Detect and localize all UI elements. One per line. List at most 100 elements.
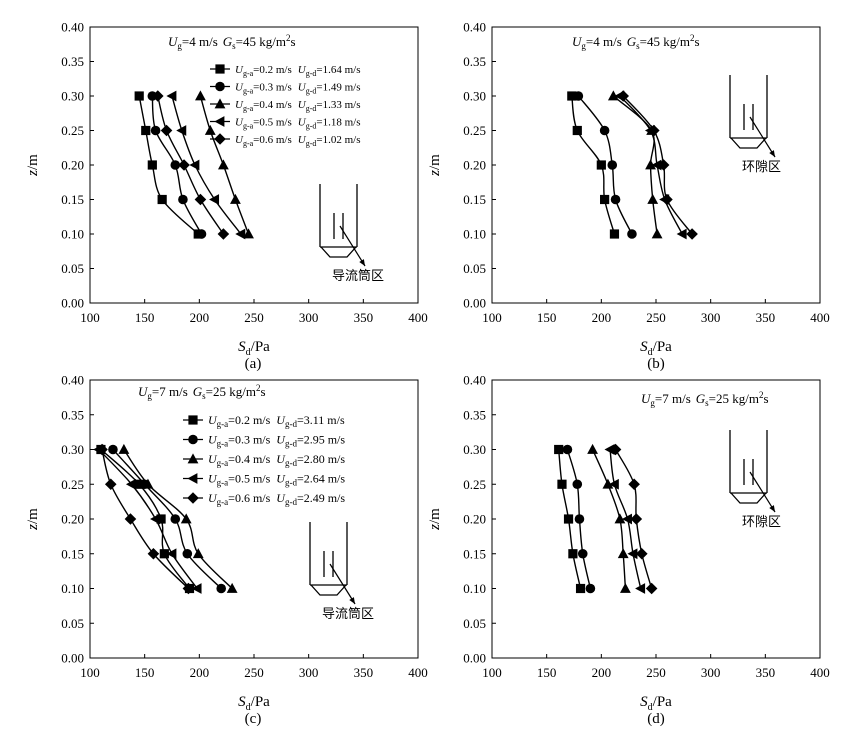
data-point [204, 124, 216, 135]
data-point [150, 513, 160, 525]
data-point [572, 125, 582, 136]
x-axis-label: Sd/Pa [640, 339, 672, 358]
panel-label: (c) [245, 711, 262, 727]
data-point [134, 479, 144, 489]
y-tick-label: 0.35 [463, 407, 486, 422]
data-point [607, 90, 619, 101]
y-tick-label: 0.35 [61, 54, 84, 69]
region-label: 导流筒区 [332, 268, 384, 284]
legend-item: Ug-a=0.6 m/s Ug-d=1.02 m/s [210, 133, 361, 148]
y-tick-label: 0.10 [61, 581, 84, 596]
legend-label: Ug-a=0.3 m/s Ug-d=2.95 m/s [208, 433, 345, 449]
legend-label: Ug-a=0.4 m/s Ug-d=1.33 m/s [235, 99, 361, 113]
x-tick-label: 350 [354, 665, 374, 680]
data-point [602, 478, 614, 489]
y-tick-label: 0.30 [61, 89, 84, 104]
data-point [630, 513, 643, 525]
series-3 [587, 443, 631, 593]
data-point [156, 514, 166, 524]
legend-item: Ug-a=0.2 m/s Ug-d=3.11 m/s [183, 413, 345, 429]
data-point [157, 194, 167, 205]
data-point [645, 582, 658, 595]
legend-item: Ug-a=0.5 m/s Ug-d=2.64 m/s [183, 472, 345, 488]
data-point [600, 194, 610, 205]
data-point [159, 549, 169, 559]
y-axis-label: z/m [25, 508, 41, 531]
data-point [574, 514, 585, 524]
data-point [124, 513, 137, 525]
data-point [178, 159, 190, 171]
data-point [170, 160, 181, 170]
data-point [118, 443, 130, 454]
legend-marker [187, 492, 199, 504]
y-tick-label: 0.25 [61, 477, 84, 492]
x-tick-label: 150 [537, 310, 557, 325]
y-tick-label: 0.40 [463, 373, 486, 388]
arrowhead-icon [769, 150, 775, 157]
reactor-schematic: 环隙区 [729, 430, 781, 530]
panel-label: (a) [245, 356, 262, 372]
data-point [141, 125, 151, 136]
legend-marker [187, 473, 198, 484]
data-point [96, 443, 108, 456]
data-point [217, 159, 229, 170]
data-point [557, 479, 567, 489]
x-tick-label: 150 [537, 665, 557, 680]
series-2 [147, 91, 207, 239]
legend-item: Ug-a=0.4 m/s Ug-d=2.80 m/s [183, 452, 345, 468]
x-tick-label: 300 [299, 310, 319, 325]
x-tick-label: 250 [646, 665, 666, 680]
y-tick-label: 0.25 [61, 123, 84, 138]
y-tick-label: 0.15 [463, 546, 486, 561]
legend-item: Ug-a=0.4 m/s Ug-d=1.33 m/s [210, 98, 361, 113]
y-tick-label: 0.20 [463, 158, 486, 173]
x-tick-label: 400 [408, 310, 428, 325]
y-tick-label: 0.25 [463, 123, 486, 138]
legend-label: Ug-a=0.5 m/s Ug-d=2.64 m/s [208, 472, 345, 488]
data-point [180, 513, 192, 524]
legend-item: Ug-a=0.3 m/s Ug-d=1.49 m/s [210, 82, 361, 96]
y-tick-label: 0.30 [61, 442, 84, 457]
data-point [627, 548, 638, 560]
chart-panel-a: 0.00 0.05 0.10 0.15 0.20 0.25 0.30 0.35 0.40 100 1… [25, 20, 428, 373]
y-tick-label: 0.20 [463, 512, 486, 527]
region-arrow [339, 225, 366, 267]
region-arrow [329, 563, 356, 605]
y-tick-label: 0.15 [463, 192, 486, 207]
data-point [651, 228, 663, 239]
data-point [108, 444, 118, 455]
legend-item: Ug-a=0.3 m/s Ug-d=2.95 m/s [183, 433, 345, 449]
data-point [596, 160, 606, 170]
y-tick-label: 0.05 [61, 261, 84, 276]
series-1 [567, 91, 620, 239]
legend: Ug-a=0.2 m/s Ug-d=3.11 m/s Ug-a=0.3 m/s Ug-… [183, 413, 345, 507]
legend: Ug-a=0.2 m/s Ug-d=1.64 m/s Ug-a=0.3 m/s Ug-… [210, 64, 361, 148]
reactor-schematic: 环隙区 [729, 75, 781, 175]
data-point [648, 124, 660, 137]
data-point [627, 229, 637, 239]
data-point [104, 478, 117, 491]
region-label: 环隙区 [742, 515, 781, 530]
data-point [617, 548, 629, 559]
y-tick-label: 0.15 [61, 546, 84, 561]
y-tick-label: 0.20 [61, 158, 84, 173]
data-point [147, 547, 160, 560]
x-axis-label: Sd/Pa [238, 339, 270, 358]
y-tick-label: 0.10 [463, 581, 486, 596]
y-axis-label: z/m [427, 154, 443, 177]
data-point [608, 478, 619, 490]
data-point [178, 194, 188, 205]
data-point [621, 513, 632, 525]
data-point [166, 90, 177, 102]
series-line [98, 449, 198, 589]
x-tick-label: 200 [190, 310, 210, 325]
data-point [635, 583, 646, 594]
reactor-hopper [320, 246, 357, 258]
panel-label: (d) [647, 711, 665, 727]
data-point [160, 124, 173, 137]
condition-title: Ug=7 m/s Gs=25 kg/m2s [138, 383, 266, 401]
x-tick-label: 300 [701, 310, 721, 325]
panel-label: (b) [647, 356, 665, 372]
data-point [176, 125, 187, 136]
